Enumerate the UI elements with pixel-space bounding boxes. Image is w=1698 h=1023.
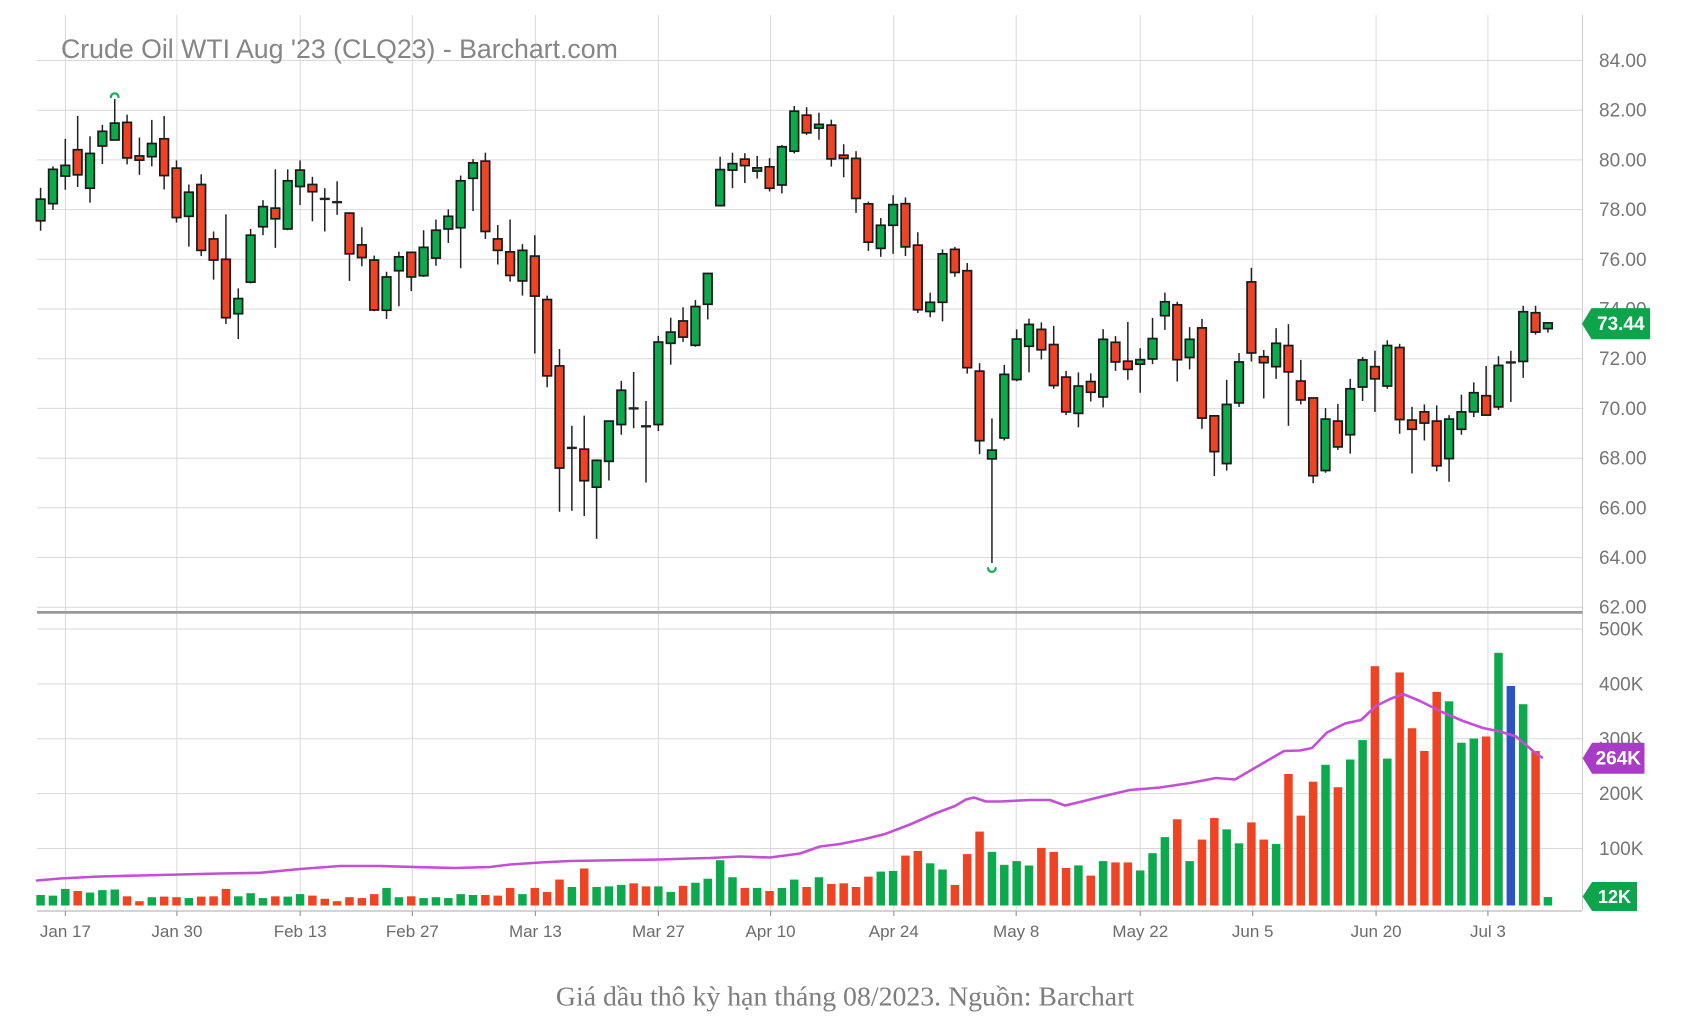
svg-text:68.00: 68.00 — [1599, 449, 1647, 470]
svg-text:200K: 200K — [1599, 784, 1644, 805]
svg-text:Jun 5: Jun 5 — [1232, 922, 1274, 941]
svg-text:Feb 13: Feb 13 — [274, 922, 327, 941]
svg-text:Apr 24: Apr 24 — [869, 922, 919, 941]
svg-text:76.00: 76.00 — [1599, 250, 1647, 271]
svg-text:62.00: 62.00 — [1599, 598, 1647, 619]
svg-text:264K: 264K — [1596, 749, 1642, 770]
svg-text:May 8: May 8 — [993, 922, 1039, 941]
svg-text:400K: 400K — [1599, 674, 1644, 695]
svg-text:May 22: May 22 — [1112, 922, 1168, 941]
svg-text:Crude Oil WTI Aug '23 (CLQ23): Crude Oil WTI Aug '23 (CLQ23) - Barchart… — [61, 34, 618, 64]
svg-text:Apr 10: Apr 10 — [746, 922, 796, 941]
svg-text:500K: 500K — [1599, 620, 1644, 641]
svg-text:100K: 100K — [1599, 839, 1644, 860]
svg-text:Feb 27: Feb 27 — [386, 922, 439, 941]
svg-text:70.00: 70.00 — [1599, 399, 1647, 420]
svg-text:Jan 17: Jan 17 — [40, 922, 91, 941]
svg-text:Giá dầu thô kỳ hạn tháng 08/20: Giá dầu thô kỳ hạn tháng 08/2023. Nguồn:… — [556, 982, 1134, 1013]
svg-text:Mar 27: Mar 27 — [632, 922, 685, 941]
svg-text:84.00: 84.00 — [1599, 51, 1647, 72]
svg-text:Jun 20: Jun 20 — [1351, 922, 1402, 941]
svg-text:82.00: 82.00 — [1599, 101, 1647, 122]
svg-text:Mar 13: Mar 13 — [509, 922, 562, 941]
svg-text:Jul 3: Jul 3 — [1470, 922, 1506, 941]
svg-text:12K: 12K — [1598, 887, 1631, 907]
svg-text:72.00: 72.00 — [1599, 349, 1647, 370]
svg-text:66.00: 66.00 — [1599, 498, 1647, 519]
svg-text:73.44: 73.44 — [1597, 314, 1645, 335]
svg-text:64.00: 64.00 — [1599, 548, 1647, 569]
svg-text:Jan 30: Jan 30 — [151, 922, 202, 941]
svg-text:80.00: 80.00 — [1599, 150, 1647, 171]
svg-text:78.00: 78.00 — [1599, 200, 1647, 221]
